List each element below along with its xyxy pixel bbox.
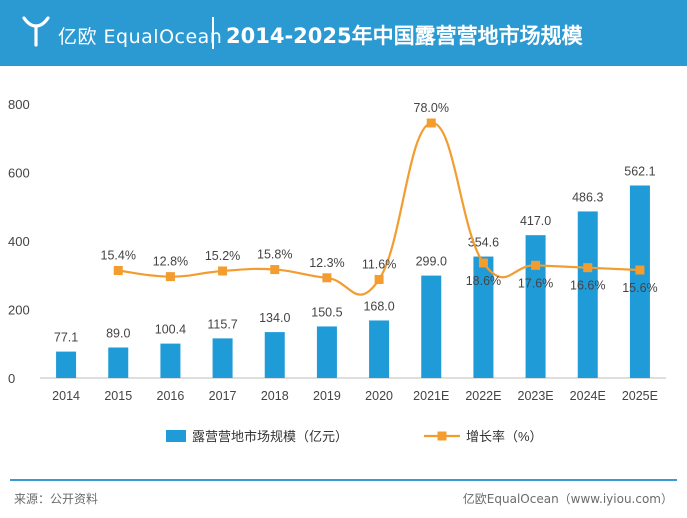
bar-value-label: 486.3 (572, 190, 603, 204)
bar (369, 320, 390, 378)
bar-value-label: 417.0 (520, 214, 551, 228)
equalocean-logo-icon (22, 16, 50, 47)
growth-marker (218, 266, 228, 276)
x-tick-label: 2017 (209, 389, 237, 403)
bar (473, 256, 494, 378)
bar-value-label: 150.5 (311, 305, 342, 319)
x-tick-label: 2022E (465, 389, 501, 403)
growth-marker (322, 273, 332, 283)
growth-value-label: 78.0% (414, 101, 449, 115)
header-divider (212, 17, 214, 49)
growth-value-label: 12.8% (153, 255, 188, 269)
growth-value-label: 15.8% (257, 248, 292, 262)
growth-marker (270, 265, 280, 275)
bar-value-label: 168.0 (363, 299, 394, 313)
growth-marker (374, 274, 384, 284)
bar-value-label: 77.1 (54, 331, 78, 345)
growth-marker (531, 260, 541, 270)
chart-title: 2014-2025年中国露营营地市场规模 (226, 24, 583, 48)
growth-marker (583, 263, 593, 273)
bar (264, 332, 285, 378)
bar (421, 275, 442, 378)
source-note: 来源：公开资料 (14, 492, 99, 506)
x-tick-label: 2014 (52, 389, 80, 403)
bar (629, 185, 650, 378)
growth-value-label: 17.6% (518, 276, 553, 290)
growth-marker (635, 265, 645, 275)
y-tick-label: 200 (8, 303, 30, 318)
footer-divider (10, 479, 677, 481)
bar (577, 211, 598, 378)
bar-value-label: 562.1 (624, 164, 655, 178)
bar-value-label: 134.0 (259, 311, 290, 325)
growth-marker (478, 258, 488, 268)
growth-value-label: 12.3% (309, 256, 344, 270)
y-tick-label: 400 (8, 234, 30, 249)
growth-marker (426, 118, 436, 128)
brand-name: 亿欧 EqualOcean (58, 26, 223, 48)
chart-area: 0 200 400 600 800 77.1 89.0 100.4 115.7 134.0 150.… (8, 97, 666, 444)
x-tick-label: 2023E (518, 389, 554, 403)
bar (160, 343, 181, 378)
x-tick-label: 2024E (570, 389, 606, 403)
growth-value-label: 15.2% (205, 249, 240, 263)
legend-line-label: 增长率（%） (466, 429, 543, 444)
growth-marker (113, 266, 123, 275)
y-tick-label: 600 (8, 166, 30, 181)
bar (56, 351, 77, 378)
growth-value-label: 15.4% (101, 249, 136, 263)
bar (525, 235, 546, 378)
credit-note: 亿欧EqualOcean（www.iyiou.com） (462, 492, 673, 506)
bar (212, 338, 233, 378)
x-tick-label: 2025E (622, 389, 658, 403)
x-tick-label: 2021E (413, 389, 449, 403)
legend-bar-swatch (166, 430, 186, 442)
growth-value-label: 18.6% (466, 274, 501, 288)
bar (316, 326, 337, 378)
growth-value-label: 15.6% (622, 281, 657, 295)
x-tick-label: 2020 (365, 389, 393, 403)
bar-value-label: 115.7 (207, 317, 237, 331)
x-tick-label: 2016 (157, 389, 185, 403)
x-tick-label: 2015 (104, 389, 132, 403)
x-tick-label: 2018 (261, 389, 289, 403)
growth-value-label: 11.6% (362, 257, 397, 271)
bar-value-label: 299.0 (416, 255, 447, 269)
growth-marker (165, 272, 175, 282)
legend-bar-label: 露营营地市场规模（亿元） (192, 429, 348, 444)
x-tick-label: 2019 (313, 389, 341, 403)
bar-value-label: 100.4 (155, 323, 186, 337)
header-banner: 亿欧 EqualOcean 2014-2025年中国露营营地市场规模 (0, 0, 687, 66)
bar (108, 347, 129, 378)
growth-value-label: 16.6% (570, 279, 605, 293)
bar-value-label: 89.0 (106, 327, 130, 341)
y-tick-label: 800 (8, 97, 30, 112)
legend-line-marker (437, 431, 447, 441)
y-tick-label: 0 (8, 371, 15, 386)
